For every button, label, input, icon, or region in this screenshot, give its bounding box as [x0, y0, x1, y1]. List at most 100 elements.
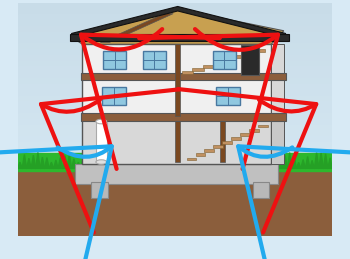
Ellipse shape: [96, 119, 107, 124]
Bar: [143, 51, 166, 69]
Polygon shape: [323, 154, 328, 168]
Polygon shape: [265, 163, 270, 168]
Polygon shape: [189, 157, 193, 168]
Polygon shape: [126, 153, 130, 168]
Polygon shape: [193, 160, 197, 168]
Bar: [18, 2, 332, 9]
Polygon shape: [202, 159, 206, 168]
Bar: [187, 157, 196, 160]
Bar: [18, 177, 332, 183]
Bar: [241, 45, 259, 75]
Bar: [18, 113, 332, 119]
Bar: [96, 121, 107, 162]
Polygon shape: [94, 158, 99, 168]
Bar: [216, 87, 240, 105]
Bar: [18, 160, 332, 166]
Polygon shape: [328, 158, 332, 168]
Bar: [258, 125, 268, 127]
Bar: [75, 164, 278, 184]
Polygon shape: [58, 157, 63, 168]
Polygon shape: [157, 158, 161, 168]
Polygon shape: [256, 157, 260, 168]
Bar: [18, 166, 332, 236]
Polygon shape: [45, 157, 49, 168]
Polygon shape: [175, 154, 180, 168]
Polygon shape: [274, 155, 278, 168]
Polygon shape: [72, 6, 286, 38]
Polygon shape: [197, 158, 202, 168]
Bar: [196, 153, 205, 156]
Polygon shape: [85, 153, 90, 168]
Bar: [18, 148, 332, 154]
Bar: [82, 44, 271, 76]
Polygon shape: [121, 157, 126, 168]
Polygon shape: [270, 162, 274, 168]
Bar: [18, 183, 332, 189]
Polygon shape: [211, 159, 216, 168]
Bar: [18, 224, 332, 230]
Bar: [18, 8, 332, 15]
Polygon shape: [216, 158, 220, 168]
Bar: [214, 145, 223, 148]
Bar: [233, 55, 244, 58]
Bar: [18, 206, 332, 212]
Bar: [18, 189, 332, 195]
Bar: [222, 141, 232, 144]
Bar: [18, 125, 332, 131]
Polygon shape: [247, 158, 251, 168]
Bar: [18, 55, 332, 61]
Bar: [254, 49, 265, 52]
Polygon shape: [99, 153, 103, 168]
Polygon shape: [72, 9, 284, 44]
Bar: [18, 154, 332, 160]
Bar: [18, 142, 332, 148]
Bar: [18, 131, 332, 137]
Bar: [18, 200, 332, 207]
Bar: [18, 102, 332, 108]
Polygon shape: [180, 155, 184, 168]
Bar: [240, 133, 250, 136]
Polygon shape: [233, 161, 238, 168]
Bar: [18, 96, 332, 102]
Bar: [213, 62, 224, 64]
Polygon shape: [31, 155, 36, 168]
Bar: [18, 166, 332, 172]
Polygon shape: [103, 163, 107, 168]
Bar: [18, 84, 332, 90]
Polygon shape: [310, 160, 314, 168]
Polygon shape: [63, 156, 67, 168]
Polygon shape: [292, 156, 296, 168]
Bar: [18, 136, 332, 143]
Bar: [18, 229, 332, 236]
Polygon shape: [220, 155, 224, 168]
Bar: [249, 129, 259, 132]
Bar: [18, 195, 332, 201]
Bar: [80, 73, 286, 80]
Bar: [103, 51, 126, 69]
Bar: [102, 87, 126, 105]
Bar: [18, 72, 332, 78]
Polygon shape: [90, 161, 94, 168]
Bar: [18, 26, 332, 32]
Bar: [271, 116, 284, 164]
Polygon shape: [54, 160, 58, 168]
Bar: [253, 182, 270, 198]
Polygon shape: [148, 158, 153, 168]
Polygon shape: [206, 156, 211, 168]
Polygon shape: [27, 158, 31, 168]
Bar: [18, 32, 332, 38]
Polygon shape: [301, 160, 305, 168]
Bar: [18, 218, 332, 224]
Bar: [82, 116, 271, 164]
Polygon shape: [153, 161, 157, 168]
Bar: [271, 44, 284, 76]
Polygon shape: [36, 152, 40, 168]
Polygon shape: [260, 159, 265, 168]
Polygon shape: [238, 155, 243, 168]
Polygon shape: [319, 153, 323, 168]
Polygon shape: [305, 156, 310, 168]
Bar: [70, 34, 289, 41]
Bar: [18, 67, 332, 73]
Bar: [18, 171, 332, 177]
Bar: [203, 65, 214, 68]
